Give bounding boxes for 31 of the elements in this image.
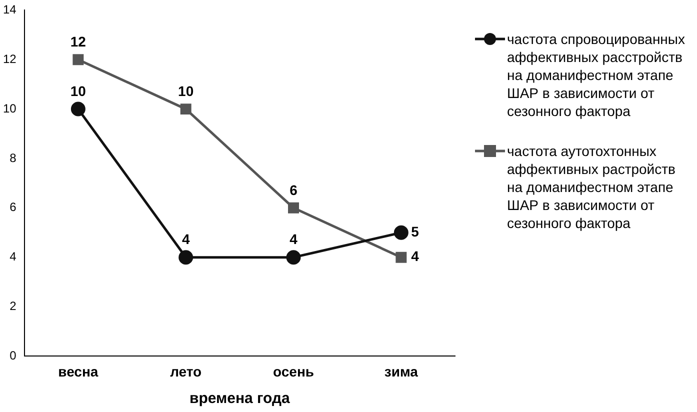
data-label: 5 [411,223,420,240]
y-tick-label: 14 [2,2,17,17]
point [394,225,408,240]
x-tick-label: весна [58,363,98,380]
y-tick-label: 8 [10,150,17,165]
data-label: 4 [411,248,420,264]
data-label: 12 [70,33,86,50]
x-tick-label: осень [273,363,314,380]
point [180,104,192,115]
point [396,252,407,263]
y-tick-label: 0 [10,348,17,363]
point [70,102,86,116]
legend-label: частота спровоцированных аффективных расстройств на доманифестном этапе ШАР в зависимости от сезонного фактора [507,30,685,120]
legend-label: частота аутотохтонных аффективных растройств на доманифестном этапе ШАР в зависимости от сезонного фактора [507,142,676,232]
data-label: 10 [178,82,194,99]
data-label: 4 [290,231,298,248]
x-axis-title: времена года [189,390,291,408]
x-tick-label: зима [384,363,418,380]
y-tick-label: 12 [2,52,17,66]
data-label: 6 [290,182,298,198]
point [286,250,301,265]
point [178,250,194,265]
point [72,54,84,66]
y-tick-label: 2 [10,299,17,314]
x-tick-label: лето [170,363,202,380]
data-label: 10 [70,82,86,99]
y-tick-label: 4 [10,250,17,264]
y-tick-label: 6 [10,200,17,214]
data-label: 4 [182,231,190,248]
y-tick-label: 10 [2,101,17,116]
point [288,202,299,214]
